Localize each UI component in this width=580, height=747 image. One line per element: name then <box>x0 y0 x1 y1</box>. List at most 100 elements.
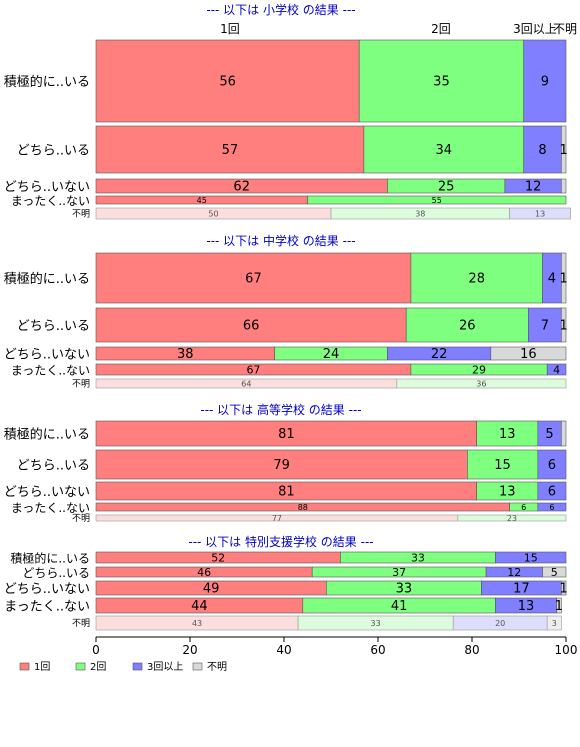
x-tick-label: 0 <box>92 643 100 657</box>
bar-value-label: 17 <box>513 582 530 597</box>
panel-title: --- 以下は 高等学校 の結果 --- <box>200 402 361 417</box>
bar-value-label: 33 <box>371 619 381 628</box>
bar-segment <box>457 514 567 522</box>
bar-segment <box>363 125 524 174</box>
x-tick-label: 80 <box>464 643 479 657</box>
row-label: まったく..ない <box>4 600 90 615</box>
bar-segment <box>560 178 567 194</box>
row-label: どちら..いない <box>4 180 90 195</box>
bar-value-label: 41 <box>391 599 408 614</box>
bar-value-label: 15 <box>494 458 511 473</box>
x-tick-label: 20 <box>182 643 197 657</box>
legend-swatch <box>192 662 203 671</box>
bar-value-label: 50 <box>208 209 218 218</box>
bar-value-label: 7 <box>541 319 549 334</box>
bar-value-label: 57 <box>222 143 239 158</box>
panel-title: --- 以下は 特別支援学校 の結果 --- <box>188 534 373 549</box>
legend-label: 不明 <box>207 661 227 673</box>
bar-value-label: 55 <box>432 196 442 205</box>
bar-value-label: 12 <box>525 180 542 195</box>
bar-value-label: 62 <box>233 180 250 195</box>
bar-value-label: 28 <box>468 272 485 287</box>
bar-value-label: 34 <box>436 143 453 158</box>
bar-value-label: 12 <box>507 566 521 579</box>
bar-value-label: 64 <box>241 379 251 388</box>
row-label: どちら..いない <box>4 485 90 500</box>
bar-value-label: 1 <box>560 272 568 287</box>
bar-segment <box>523 125 562 174</box>
bar-value-label: 13 <box>499 485 516 500</box>
bar-segment <box>560 580 567 596</box>
bar-value-label: 49 <box>203 582 220 597</box>
bar-value-label: 36 <box>476 379 486 388</box>
bar-value-label: 33 <box>411 551 425 564</box>
row-label: まったく..ない <box>11 364 90 378</box>
bar-value-label: 24 <box>323 347 340 362</box>
bar-segment <box>537 502 567 512</box>
bar-segment <box>490 346 567 361</box>
bar-value-label: 1 <box>560 319 568 334</box>
bar-value-label: 13 <box>499 427 516 442</box>
bar-segment <box>95 39 360 123</box>
bar-segment <box>95 449 468 480</box>
bar-value-label: 6 <box>549 503 554 512</box>
bar-value-label: 38 <box>415 209 425 218</box>
x-tick-label: 100 <box>555 643 578 657</box>
bar-value-label: 26 <box>459 319 476 334</box>
panel-title: --- 以下は 小学校 の結果 --- <box>206 2 355 17</box>
bar-segment <box>476 420 539 447</box>
bar-segment <box>358 39 525 123</box>
bar-value-label: 22 <box>431 347 448 362</box>
bar-value-label: 43 <box>192 619 202 628</box>
bar-value-label: 25 <box>438 180 455 195</box>
top-column-label: 3回以上 <box>513 22 557 36</box>
bar-segment <box>546 615 562 631</box>
row-label: まったく..ない <box>11 501 90 515</box>
bar-value-label: 13 <box>518 599 535 614</box>
panel-title: --- 以下は 中学校 の結果 --- <box>206 233 355 248</box>
bar-value-label: 15 <box>524 551 538 564</box>
bar-value-label: 37 <box>392 566 406 579</box>
row-label: どちら..いない <box>4 348 90 363</box>
bar-value-label: 67 <box>245 272 262 287</box>
bar-value-label: 8 <box>538 143 546 158</box>
x-tick-label: 60 <box>370 643 385 657</box>
row-label: 積極的に..いる <box>10 551 90 566</box>
top-column-label: 不明 <box>553 22 577 36</box>
bar-segment <box>495 551 567 564</box>
bar-segment <box>95 420 478 447</box>
row-label: 積極的に..いる <box>4 271 90 287</box>
bar-segment <box>560 125 567 174</box>
row-label: どちら..いる <box>17 144 90 159</box>
bar-value-label: 81 <box>278 485 295 500</box>
bar-segment <box>405 307 529 343</box>
bar-value-label: 67 <box>246 363 260 376</box>
row-label: 不明 <box>72 379 90 390</box>
bar-segment <box>537 449 567 480</box>
bar-segment <box>95 125 365 174</box>
legend-swatch <box>19 662 30 671</box>
row-label: 積極的に..いる <box>4 74 90 90</box>
row-label: どちら..いる <box>17 459 90 474</box>
bar-value-label: 5 <box>545 427 553 442</box>
row-label: 積極的に..いる <box>4 427 90 443</box>
bar-value-label: 56 <box>219 75 236 90</box>
row-label: どちら..いない <box>4 582 90 597</box>
bar-segment <box>546 363 567 376</box>
bar-value-label: 4 <box>553 363 560 376</box>
bar-value-label: 81 <box>278 427 295 442</box>
bar-segment <box>396 378 567 389</box>
bar-value-label: 52 <box>211 551 225 564</box>
bar-value-label: 66 <box>243 319 260 334</box>
bar-segment <box>95 252 412 304</box>
legend-swatch <box>132 662 143 671</box>
bar-value-label: 23 <box>507 514 517 523</box>
bar-segment <box>560 252 567 304</box>
bar-value-label: 45 <box>197 196 207 205</box>
legend-label: 3回以上 <box>147 661 183 673</box>
bar-value-label: 3 <box>552 619 557 628</box>
bar-segment <box>509 207 572 220</box>
bar-value-label: 88 <box>298 503 308 512</box>
bar-segment <box>560 420 567 447</box>
